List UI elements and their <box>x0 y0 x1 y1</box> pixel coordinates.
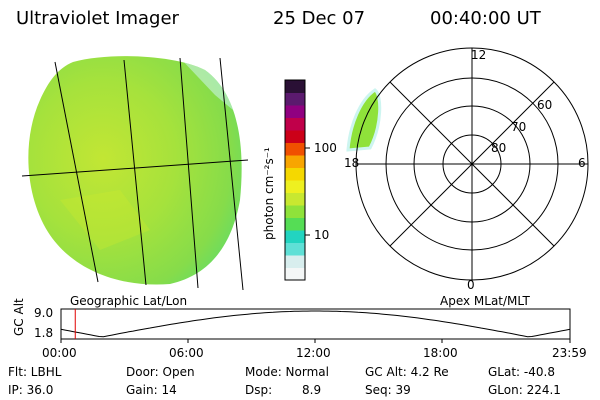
colorbar-tick-10: 10 <box>314 228 330 242</box>
colorbar-tick-100: 100 <box>314 141 337 155</box>
colorbar-segment <box>285 142 305 156</box>
apex-label: Apex MLat/MLT <box>440 294 530 308</box>
mlt-label-18: 18 <box>344 156 360 170</box>
colorbar-segment <box>285 230 305 243</box>
colorbar-segment <box>285 80 305 93</box>
colorbar-segment <box>285 167 305 181</box>
colorbar-segment <box>285 105 305 118</box>
altitude-curve <box>60 310 571 338</box>
mlt-label-6: 6 <box>578 156 586 170</box>
colorbar-segment <box>285 267 305 281</box>
timeline-xtick-0: 00:00 <box>42 346 77 360</box>
colorbar-segment <box>285 217 305 231</box>
mode-info: Mode: Normal <box>245 365 329 379</box>
dsp-value: 8.9 <box>302 383 322 397</box>
timeline-ytick-high: 9.0 <box>34 306 54 320</box>
ip-info: IP: 36.0 <box>8 383 54 397</box>
dsp-label: Dsp: <box>245 383 273 397</box>
instrument-title: Ultraviolet Imager <box>16 8 179 29</box>
door-info: Door: Open <box>126 365 195 379</box>
geographic-label: Geographic Lat/Lon <box>70 294 188 308</box>
gc-alt-info: GC Alt: 4.2 Re <box>365 365 449 379</box>
seq-info: Seq: 39 <box>365 383 411 397</box>
mlat-label-70: 70 <box>511 120 527 134</box>
timeline-xtick-3: 18:00 <box>423 346 458 360</box>
colorbar-segment <box>285 205 305 218</box>
colorbar-segment <box>285 242 305 256</box>
geo-grid-lines <box>21 57 249 291</box>
timeline-xtick-2: 12:00 <box>296 346 331 360</box>
mlt-label-0: 0 <box>467 278 475 292</box>
mlat-label-80: 80 <box>491 141 507 155</box>
timeline-ytick-low: 1.8 <box>34 326 54 340</box>
filter-info: Flt: LBHL <box>8 365 62 379</box>
colorbar-segment <box>285 180 305 193</box>
glon-info: GLon: 224.1 <box>488 383 561 397</box>
colorbar-segment <box>285 192 305 206</box>
mlt-label-12: 12 <box>471 48 487 62</box>
mlat-label-60: 60 <box>537 98 553 112</box>
timeline-xtick-1: 06:00 <box>169 346 204 360</box>
time-label: 00:40:00 UT <box>430 8 541 29</box>
colorbar-segment <box>285 117 305 131</box>
glat-info: GLat: -40.8 <box>488 365 555 379</box>
colorbar-segments <box>285 80 305 281</box>
gain-info: Gain: 14 <box>126 383 177 397</box>
timeline-xtick-4: 23:59 <box>552 346 587 360</box>
date-label: 25 Dec 07 <box>273 8 366 29</box>
colorbar-segment <box>285 130 305 143</box>
colorbar-segment <box>285 155 305 168</box>
colorbar-segment <box>285 92 305 106</box>
colorbar-segment <box>285 255 305 268</box>
timeline-axis-label: GC Alt <box>12 298 26 336</box>
